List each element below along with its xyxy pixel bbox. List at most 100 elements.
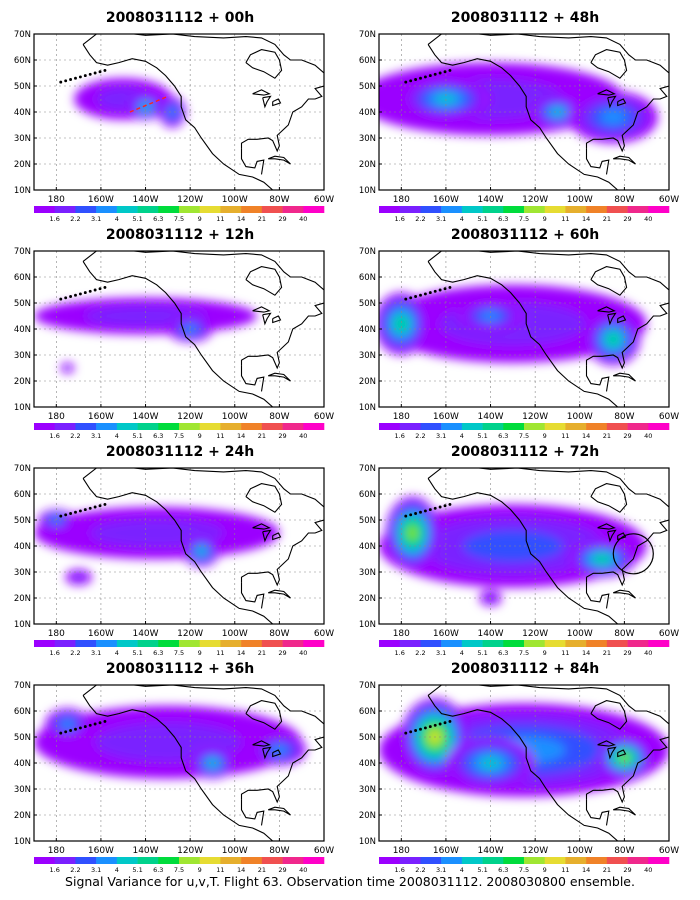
coastlines (59, 685, 324, 841)
colorbar-label: 14 (237, 432, 245, 440)
colorbar-swatch (482, 423, 504, 430)
colorbar-label: 5.1 (477, 215, 487, 223)
lake-outline (597, 523, 616, 530)
colorbar-label: 21 (258, 215, 266, 223)
variance-contour (141, 103, 150, 110)
x-tick-label: 60W (659, 629, 679, 639)
colorbar-label: 21 (603, 866, 611, 874)
colorbar-label: 6.3 (153, 215, 163, 223)
island-dot (438, 71, 442, 75)
variance-contour (71, 572, 86, 582)
island-dot (93, 71, 97, 75)
colorbar-swatch (379, 423, 401, 430)
colorbar-label: 7.5 (519, 866, 529, 874)
colorbar-swatch (565, 857, 587, 864)
colorbar-swatch (282, 206, 304, 213)
colorbar-swatch (96, 640, 118, 647)
colorbar-label: 3.1 (91, 432, 101, 440)
y-tick-label: 50N (359, 516, 376, 526)
colorbar-swatch (420, 423, 442, 430)
y-tick-label: 70N (359, 464, 376, 474)
colorbar-swatch (96, 857, 118, 864)
coastline (585, 582, 610, 609)
island-dot (98, 70, 102, 74)
colorbar-swatch (482, 640, 504, 647)
colorbar-label: 5.1 (477, 866, 487, 874)
lake-outline (262, 746, 272, 760)
y-tick-label: 20N (14, 594, 31, 604)
colorbar-swatch (648, 857, 670, 864)
coastlines (59, 468, 324, 624)
coastline (427, 695, 619, 841)
colorbar-swatch (116, 640, 138, 647)
variance-field (74, 78, 186, 128)
colorbar-swatch (199, 206, 221, 213)
x-tick-label: 140W (477, 629, 503, 639)
x-tick-label: 60W (314, 195, 334, 205)
colorbar-label: 40 (644, 866, 652, 874)
colorbar-swatch (524, 423, 546, 430)
coastlines (404, 34, 669, 190)
colorbar-label: 21 (258, 649, 266, 657)
colorbar-label: 2.2 (415, 649, 425, 657)
colorbar-label: 29 (278, 866, 286, 874)
y-tick-label: 10N (14, 403, 31, 413)
colorbar-swatch (158, 423, 180, 430)
island-outline (613, 589, 636, 599)
y-tick-label: 60N (359, 273, 376, 283)
colorbar-label: 14 (237, 649, 245, 657)
lake-outline (252, 306, 271, 313)
variance-contour (207, 759, 218, 767)
variance-field (379, 698, 669, 797)
coastline (427, 261, 619, 407)
colorbar-swatch (441, 857, 463, 864)
x-tick-label: 80W (614, 629, 634, 639)
y-tick-label: 40N (14, 325, 31, 335)
island-dot (404, 514, 408, 518)
colorbar-swatch (116, 206, 138, 213)
island-outline (613, 155, 636, 165)
colorbar-label: 7.5 (519, 432, 529, 440)
y-tick-label: 30N (359, 351, 376, 361)
island-dot (64, 513, 68, 517)
lake-outline (262, 95, 272, 109)
island-dot (64, 730, 68, 734)
y-tick-label: 30N (359, 568, 376, 578)
forecast-panel: 2008031112 + 12h 10N 20N 30N 40N 50N 60N 70N 180… (10, 221, 350, 440)
colorbar-swatch (241, 640, 263, 647)
y-tick-label: 20N (359, 160, 376, 170)
y-tick-label: 40N (14, 759, 31, 769)
island-outline (268, 806, 291, 816)
colorbar-label: 4 (460, 649, 464, 657)
x-tick-label: 160W (433, 846, 459, 856)
y-tick-label: 50N (14, 516, 31, 526)
colorbar-swatch (399, 857, 421, 864)
colorbar-label: 21 (603, 649, 611, 657)
x-tick-label: 120W (177, 412, 203, 422)
y-tick-label: 10N (359, 403, 376, 413)
variance-contour (620, 754, 629, 761)
island-dot (69, 295, 73, 298)
colorbar-label: 6.3 (153, 649, 163, 657)
island-dot (78, 509, 82, 513)
colorbar-swatch (303, 206, 325, 213)
colorbar-label: 11 (561, 432, 569, 440)
colorbar-swatch (220, 857, 242, 864)
x-tick-label: 100W (222, 629, 248, 639)
map-plot: 10N 20N 30N 40N 50N 60N 70N 180 160W 140W 120W 100W… (359, 681, 679, 874)
y-tick-label: 70N (359, 30, 376, 40)
y-tick-label: 70N (359, 247, 376, 257)
colorbar-label: 7.5 (519, 215, 529, 223)
x-tick-label: 100W (222, 195, 248, 205)
lake-outline (262, 312, 272, 326)
colorbar-swatch (179, 857, 201, 864)
colorbar-label: 40 (299, 432, 307, 440)
colorbar-swatch (158, 640, 180, 647)
island-dot (438, 722, 442, 726)
colorbar-label: 14 (582, 215, 590, 223)
colorbar-label: 4 (460, 432, 464, 440)
y-tick-label: 40N (14, 542, 31, 552)
y-tick-label: 40N (359, 542, 376, 552)
y-tick-label: 10N (14, 186, 31, 196)
y-tick-label: 20N (359, 811, 376, 821)
